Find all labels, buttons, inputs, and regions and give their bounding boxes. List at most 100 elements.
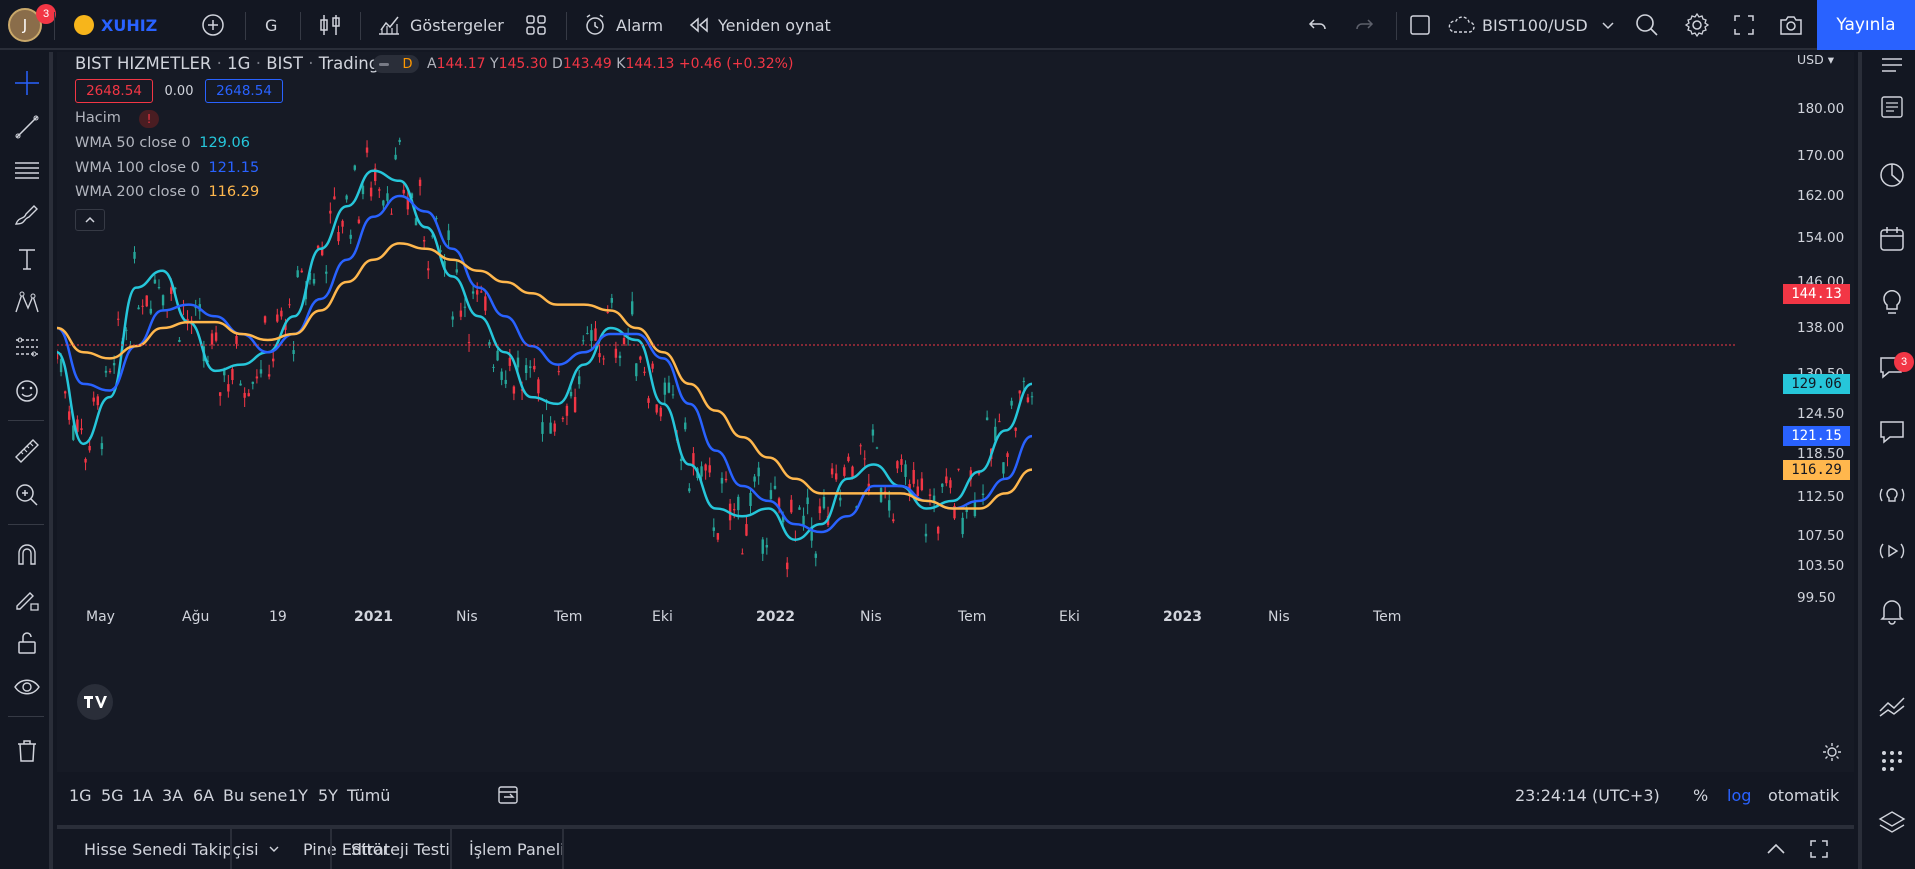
tab-strategy-tester[interactable]: Strateji Testi: [351, 839, 450, 859]
dom-button[interactable]: [1873, 742, 1911, 780]
tab-trading-panel[interactable]: İşlem Paneli: [469, 839, 565, 859]
magnet-tool[interactable]: [8, 536, 46, 574]
watchlist-button[interactable]: [1873, 46, 1911, 84]
lock-drawings-tool[interactable]: [8, 624, 46, 662]
trendline-tool[interactable]: [8, 108, 46, 146]
candle: [614, 341, 618, 364]
candle: [231, 365, 234, 385]
log-toggle[interactable]: log: [1727, 785, 1752, 805]
snapshot-button[interactable]: [1778, 0, 1804, 50]
range-button[interactable]: Tümü: [347, 785, 391, 805]
indicators-button[interactable]: Göstergeler: [376, 0, 504, 50]
trash-icon: [18, 740, 36, 762]
axis-settings-button[interactable]: [1822, 742, 1842, 766]
candle: [541, 414, 544, 442]
range-button[interactable]: Bu sene: [223, 785, 288, 805]
expand-panel-button[interactable]: [1765, 829, 1787, 869]
tab-stock-screener[interactable]: Hisse Senedi Takipçisi: [84, 829, 281, 869]
hide-drawings-tool[interactable]: [8, 668, 46, 706]
candle: [757, 461, 760, 485]
tab-pine-editor[interactable]: Pine Editör: [303, 839, 390, 859]
settings-button[interactable]: [1684, 0, 1710, 50]
grid-icon: [526, 15, 546, 35]
chart-type-button[interactable]: [318, 0, 342, 50]
templates-button[interactable]: [524, 0, 548, 50]
notifications-button[interactable]: [1873, 592, 1911, 630]
candle: [178, 336, 181, 343]
candle: [378, 187, 381, 198]
volume-warning-icon[interactable]: !: [139, 110, 159, 128]
data-window-button[interactable]: [1873, 156, 1911, 194]
sell-button[interactable]: 2648.54: [75, 79, 153, 103]
messages-button[interactable]: [1873, 412, 1911, 450]
buy-button[interactable]: 2648.54: [205, 79, 283, 103]
auto-scale-toggle[interactable]: otomatik: [1768, 785, 1840, 805]
price-chart[interactable]: [57, 52, 1854, 772]
candle: [741, 548, 744, 555]
pattern-tool[interactable]: [8, 284, 46, 322]
symbol-legend[interactable]: BIST HIZMETLER · 1G · BIST · TradingView: [75, 54, 419, 73]
remove-drawings-tool[interactable]: [8, 732, 46, 770]
prediction-tool[interactable]: [8, 328, 46, 366]
market-status[interactable]: D: [373, 55, 419, 73]
calendar-button[interactable]: [1873, 220, 1911, 258]
plus-circle-icon: [202, 14, 224, 36]
clock[interactable]: 23:24:14 (UTC+3): [1515, 785, 1660, 805]
fullscreen-button[interactable]: [1732, 0, 1756, 50]
candle: [492, 364, 495, 373]
undo-button[interactable]: [1306, 0, 1330, 50]
candle: [374, 163, 377, 186]
range-button[interactable]: 1G: [69, 785, 92, 805]
percent-toggle[interactable]: %: [1693, 785, 1709, 805]
crosshair-tool[interactable]: [8, 64, 46, 102]
candle: [712, 518, 715, 538]
goto-date-button[interactable]: [497, 775, 521, 815]
idea-stream-button[interactable]: [1873, 476, 1911, 514]
tradingview-logo[interactable]: [77, 684, 113, 720]
zoom-tool[interactable]: [8, 476, 46, 514]
range-button[interactable]: 1Y: [288, 785, 308, 805]
range-button[interactable]: 1A: [132, 785, 154, 805]
text-tool[interactable]: [8, 240, 46, 278]
ideas-button[interactable]: [1873, 282, 1911, 320]
candle: [810, 517, 813, 548]
emoji-tool[interactable]: [8, 372, 46, 410]
chart-pane[interactable]: BIST HIZMETLER · 1G · BIST · TradingView…: [57, 52, 1854, 772]
brush-tool[interactable]: [8, 196, 46, 234]
layout-button[interactable]: [1408, 0, 1432, 50]
candle: [786, 557, 789, 578]
range-button[interactable]: 5G: [101, 785, 124, 805]
wma50-legend[interactable]: WMA 50 close 0 129.06: [75, 135, 250, 151]
collapse-legend-button[interactable]: [75, 209, 105, 231]
candle: [647, 395, 650, 409]
alarm-button[interactable]: Alarm: [582, 0, 663, 50]
replay-button[interactable]: Yeniden oynat: [688, 0, 831, 50]
interval-button[interactable]: G: [265, 15, 278, 35]
candle: [255, 369, 259, 384]
symbol-search-button[interactable]: XUHIZ: [74, 0, 157, 50]
list-icon: [1881, 96, 1903, 118]
candle: [985, 410, 989, 421]
search-button[interactable]: [1634, 0, 1660, 50]
keep-drawing-tool[interactable]: [8, 580, 46, 618]
zoom-in-icon: [16, 484, 38, 506]
currency-selector[interactable]: USD ▾: [1797, 52, 1834, 67]
redo-button[interactable]: [1352, 0, 1376, 50]
wma200-legend[interactable]: WMA 200 close 0 116.29: [75, 184, 260, 200]
trading-panel-button[interactable]: [1873, 686, 1911, 724]
maximize-panel-button[interactable]: [1809, 829, 1829, 869]
compare-symbol-dropdown[interactable]: BIST100/USD: [1446, 0, 1616, 50]
bell-icon: [1880, 600, 1904, 625]
range-button[interactable]: 5Y: [318, 785, 338, 805]
fib-tool[interactable]: [8, 152, 46, 190]
alerts-list-button[interactable]: [1873, 88, 1911, 126]
layers-button[interactable]: [1873, 804, 1911, 842]
wma100-legend[interactable]: WMA 100 close 0 121.15: [75, 160, 260, 176]
measure-tool[interactable]: [8, 432, 46, 470]
compare-add-button[interactable]: [200, 0, 226, 50]
publish-button[interactable]: Yayınla: [1817, 0, 1915, 50]
streams-button[interactable]: [1873, 532, 1911, 570]
volume-legend[interactable]: Hacim: [75, 110, 121, 126]
range-button[interactable]: 3A: [162, 785, 184, 805]
range-button[interactable]: 6A: [193, 785, 215, 805]
